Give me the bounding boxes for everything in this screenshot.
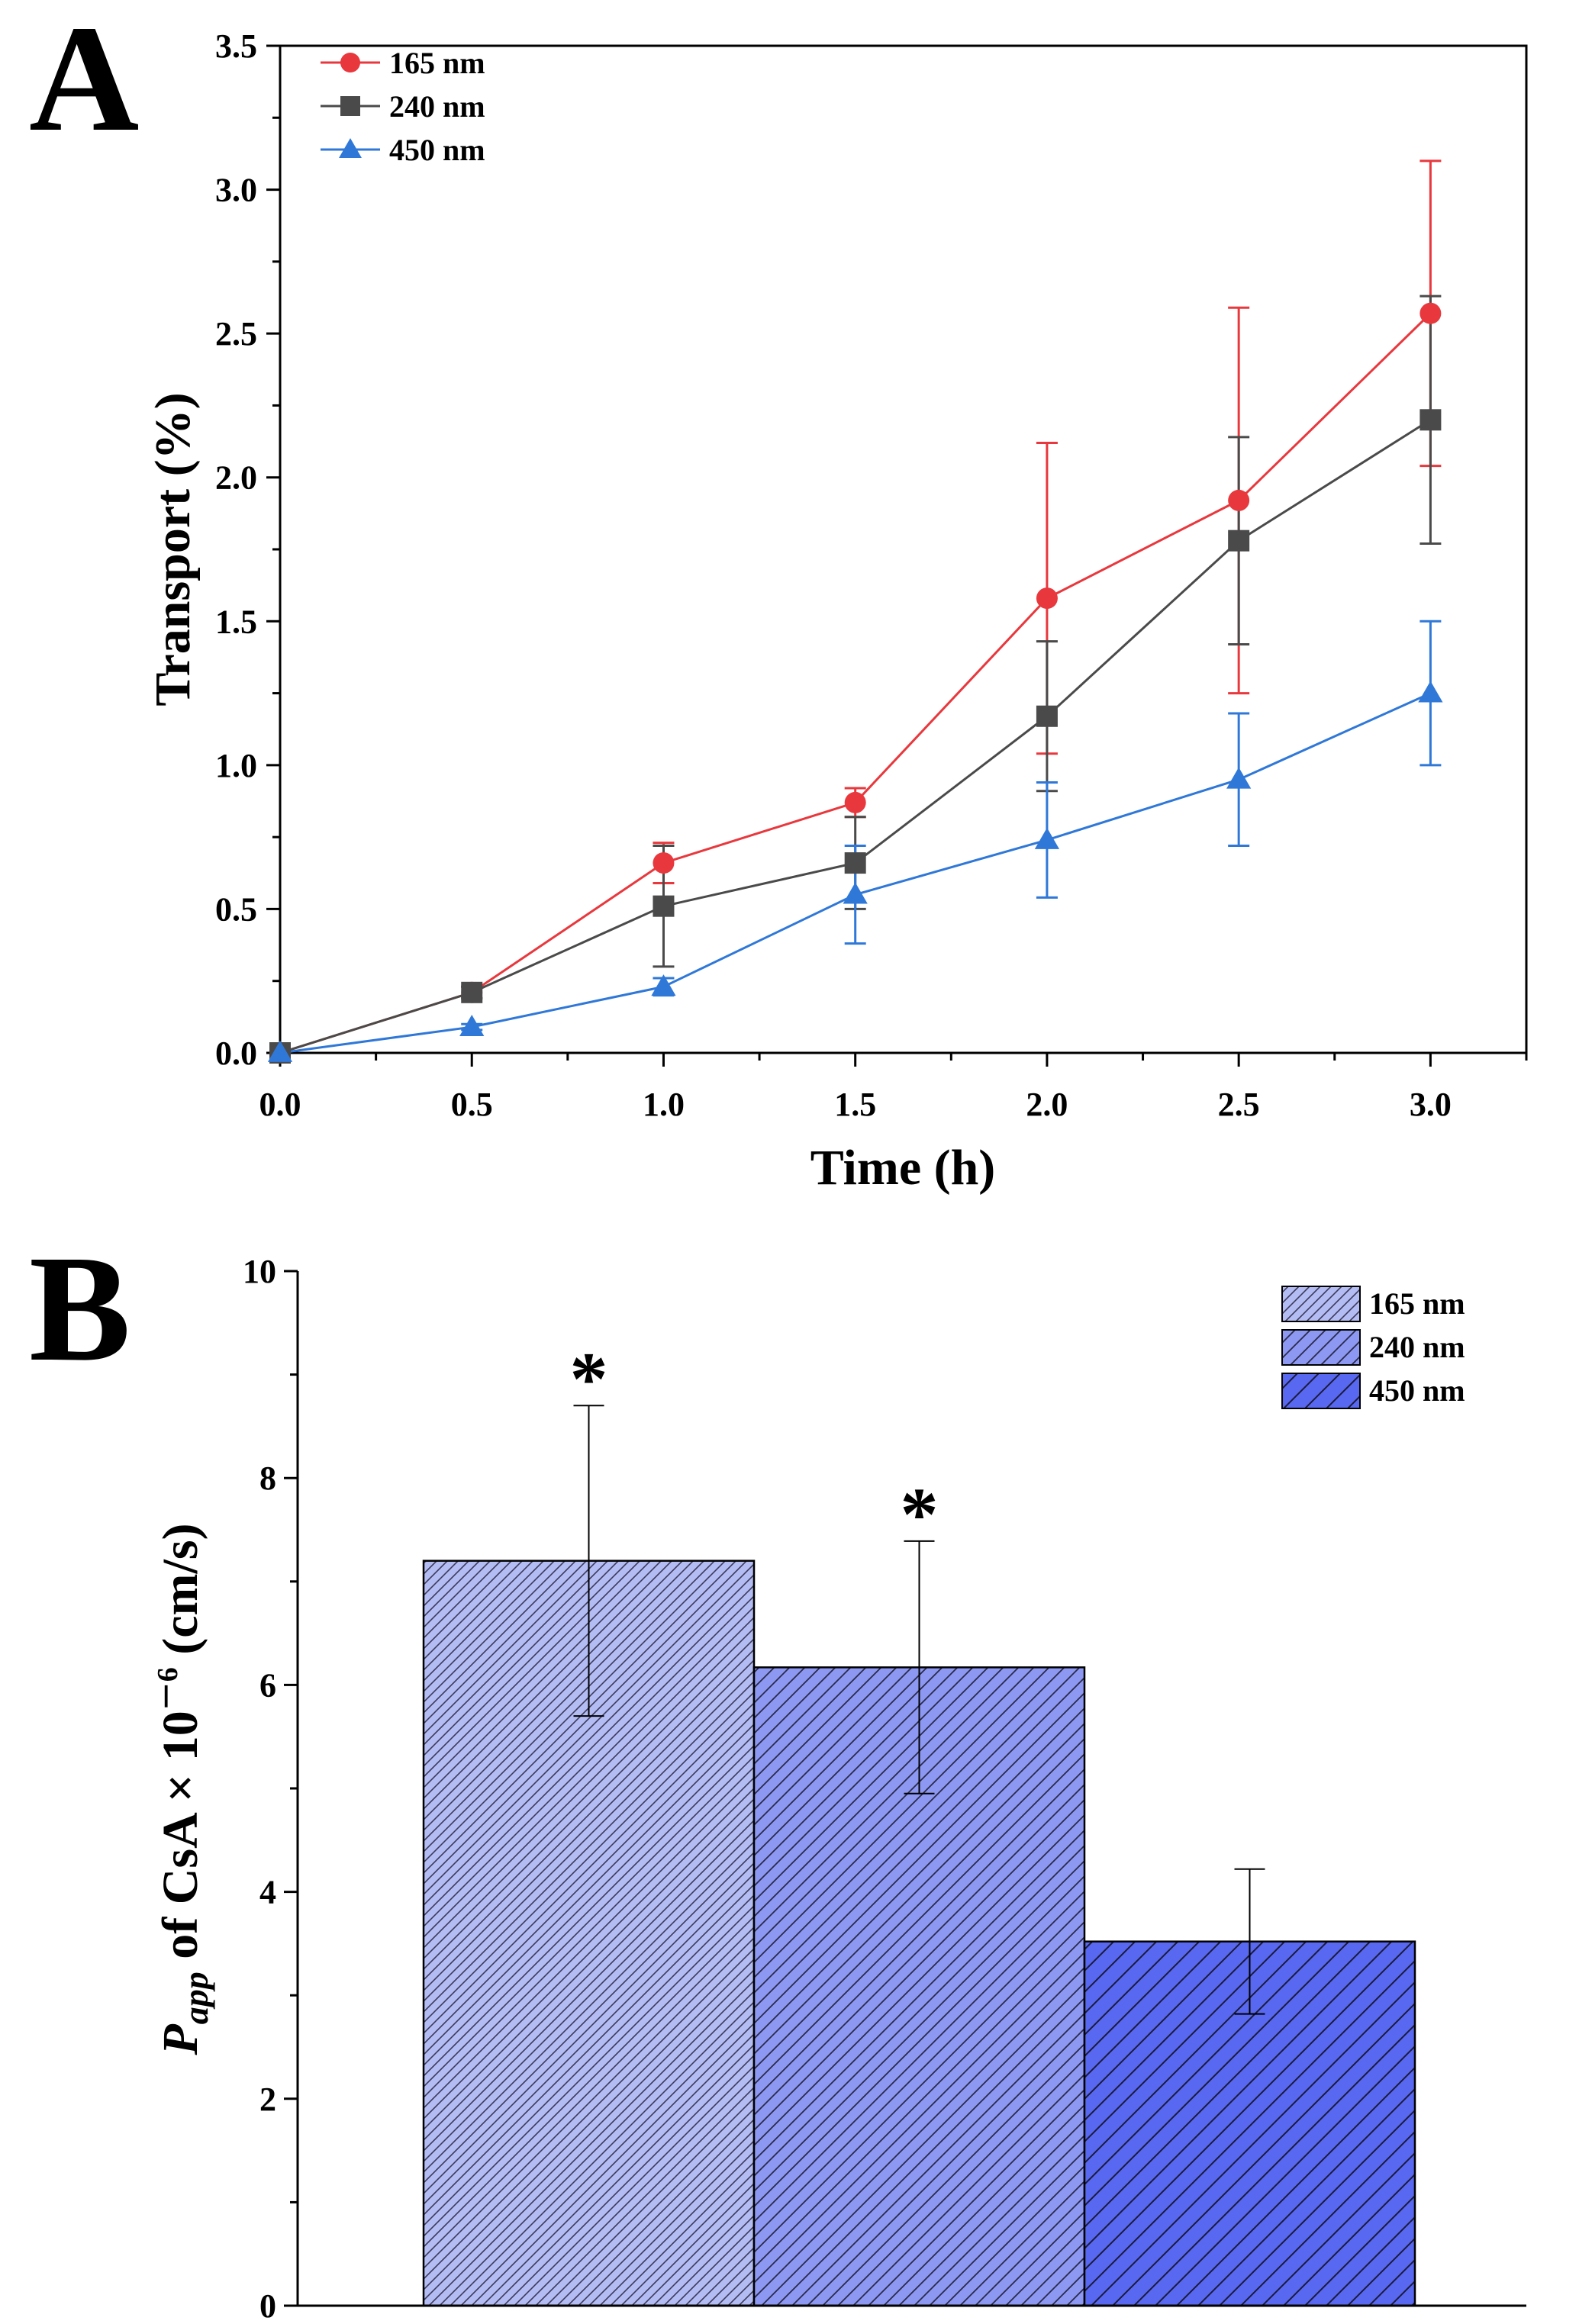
chart-a-point	[843, 882, 868, 904]
chart-a-point	[1419, 302, 1442, 324]
chart-b-significance-star: *	[570, 1336, 608, 1421]
chart-b-ytick-label: 2	[259, 2081, 276, 2118]
chart-a-ytick-label: 0.5	[215, 890, 257, 928]
panel-label-b: B	[29, 1225, 131, 1393]
chart-b-ylabel: Papp of CsA × 10－6 (cm/s)	[152, 1523, 215, 2055]
chart-a-ytick-label: 2.0	[215, 459, 257, 497]
chart-a-xtick-label: 3.0	[1410, 1086, 1452, 1123]
legend-a-marker	[340, 96, 360, 116]
legend-a-label: 165 nm	[389, 46, 485, 80]
chart-a-xtick-label: 2.0	[1026, 1086, 1068, 1123]
chart-b-ytick-label: 6	[259, 1666, 276, 1704]
chart-b-legend: 165 nm 240 nm 450 nm	[1281, 1286, 1465, 1409]
chart-a-point	[1036, 587, 1058, 610]
chart-a-ytick-label: 2.5	[215, 315, 257, 352]
legend-b-swatch	[1281, 1329, 1361, 1366]
chart-a-ytick-label: 1.0	[215, 747, 257, 784]
legend-b-swatch	[1281, 1286, 1361, 1322]
chart-a-point	[461, 981, 483, 1003]
chart-a-xtick-label: 2.5	[1218, 1086, 1260, 1123]
legend-a-marker	[340, 53, 360, 72]
ylabel-rest: of CsA × 10	[153, 1711, 208, 1972]
chart-a-point	[267, 1040, 293, 1062]
chart-a-xtick-label: 1.5	[834, 1086, 876, 1123]
chart-a-point	[1226, 767, 1252, 789]
ylabel-units: (cm/s)	[153, 1523, 208, 1667]
chart-b-ytick-label: 0	[259, 2287, 276, 2324]
chart-a-legend: 165 nm 240 nm 450 nm	[321, 46, 485, 167]
ylabel-italic: P	[153, 2024, 208, 2056]
chart-a-point	[653, 852, 675, 874]
legend-a-marker	[339, 138, 362, 159]
chart-a-point	[653, 895, 675, 917]
chart-a-point	[844, 791, 866, 813]
panel-label-a: A	[29, 0, 139, 163]
chart-b-ytick-label: 4	[259, 1874, 276, 1911]
ylabel-sup: －6	[152, 1667, 184, 1711]
legend-b-label: 165 nm	[1369, 1286, 1465, 1321]
ylabel-sub: app	[176, 1972, 215, 2024]
chart-a-frame	[279, 44, 1528, 1054]
chart-a-ytick-label: 3.5	[215, 27, 257, 65]
chart-a-point	[651, 974, 676, 996]
legend-b-swatch	[1281, 1373, 1361, 1409]
chart-a-ytick-label: 3.0	[215, 172, 257, 209]
chart-a-line-1	[279, 419, 1432, 1054]
chart-a-ylabel: Transport (%)	[145, 392, 201, 706]
chart-a-transport: 0.0 0.5 1.0 1.5 2.0 2.5 3.0 0.0 0.5 1.0 1.5 2.0 2.5…	[145, 27, 1528, 1196]
legend-a-label: 240 nm	[389, 89, 485, 124]
legend-a-label: 450 nm	[389, 133, 485, 167]
chart-b-significance-star: *	[901, 1472, 939, 1556]
chart-a-point	[1034, 827, 1060, 849]
chart-a-point	[1228, 529, 1250, 552]
chart-a-xtick-label: 0.0	[259, 1086, 301, 1123]
chart-a-point	[1418, 681, 1443, 703]
chart-a-point	[844, 852, 866, 874]
legend-b-label: 450 nm	[1369, 1373, 1465, 1408]
chart-a-ytick-label: 1.5	[215, 603, 257, 640]
chart-a-xlabel: Time (h)	[810, 1140, 996, 1196]
chart-a-point	[1036, 705, 1058, 727]
chart-b-papp: * * 0 2 4 6 8 10 Papp of CsA × 10－6 (cm/s) 165…	[152, 1253, 1526, 2324]
chart-b-ytick-label: 10	[243, 1253, 276, 1290]
chart-b-ytick-label: 8	[259, 1460, 276, 1497]
chart-a-xtick-label: 0.5	[451, 1086, 493, 1123]
chart-a-point	[1419, 409, 1442, 431]
chart-a-ytick-label: 0.0	[215, 1035, 257, 1072]
chart-a-point	[1228, 489, 1250, 511]
legend-b-label: 240 nm	[1369, 1330, 1465, 1364]
chart-a-point	[459, 1014, 485, 1036]
chart-a-xtick-label: 1.0	[643, 1086, 685, 1123]
